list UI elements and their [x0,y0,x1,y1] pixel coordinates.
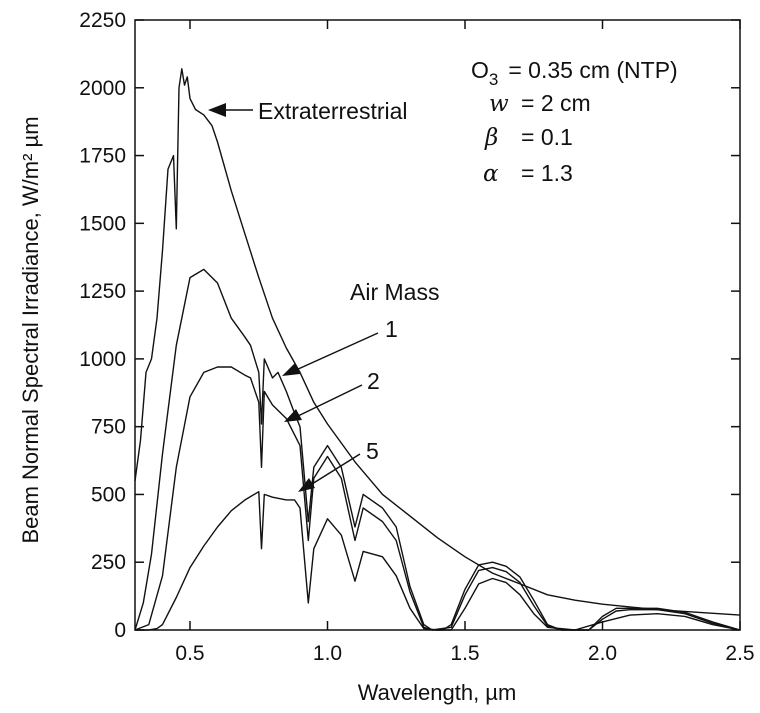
air-mass-2-arrow [297,384,363,417]
y-tick-label: 250 [91,551,126,574]
series-line-2 [134,268,741,631]
air-mass-2-label: 2 [367,368,380,394]
extraterrestrial-label: Extraterrestrial [258,98,408,124]
x-tick-label: 1.5 [450,642,479,665]
parameter-annotations: O3 = 0.35 cm (NTP) w = 2 cm β = 0.1 α = 1… [471,57,678,187]
air-mass-5-arrow [311,453,361,485]
air-mass-1-arrowhead [282,363,300,376]
y-tick-label: 1750 [79,145,126,168]
series-line-3 [134,366,741,631]
axes-layer [134,19,741,631]
x-tick-label: 2.0 [588,642,617,665]
y-tick-label: 0 [114,619,126,642]
air-mass-5-arrowhead [298,478,315,492]
x-tick-label: 1.0 [313,642,342,665]
air-mass-title: Air Mass [350,279,439,305]
x-tick-label: 0.5 [175,642,204,665]
y-axis-label: Beam Normal Spectral Irradiance, W/m² µm [18,116,43,543]
extraterrestrial-arrowhead [208,103,226,117]
y-tick-label: 2000 [79,77,126,100]
series-line-4 [135,491,741,631]
ticks-layer: 0.5 1.0 1.5 2.0 2.5 0 250 500 750 1000 1250 1500 175… [79,9,754,665]
ozone-subscript: 3 [489,70,498,89]
y-tick-label: 1000 [79,348,126,371]
w-symbol: w [489,91,509,117]
beta-value: = 0.1 [521,124,573,150]
y-tick-label: 500 [91,483,126,506]
series-line-1 [134,68,741,616]
y-tick-label: 1500 [79,212,126,235]
air-mass-1-label: 1 [385,316,398,342]
air-mass-1-arrow [295,332,379,371]
series-layer [134,68,741,631]
alpha-symbol: α [483,161,499,187]
x-tick-label: 2.5 [725,642,754,665]
ozone-annotation: O3 = 0.35 cm (NTP) [471,57,678,89]
w-value: = 2 cm [521,90,591,116]
x-axis-label: Wavelength, µm [358,680,517,705]
ozone-symbol: O [471,57,489,83]
ozone-value: = 0.35 cm (NTP) [508,57,677,83]
beta-symbol: β [484,125,498,151]
plot-frame [134,19,741,631]
y-tick-label: 2250 [79,9,126,32]
air-mass-5-label: 5 [366,438,379,464]
y-tick-label: 1250 [79,280,126,303]
series-labels: Extraterrestrial Air Mass 1 2 5 [208,98,439,492]
y-tick-label: 750 [91,416,126,439]
air-mass-2-arrowhead [284,409,302,422]
alpha-value: = 1.3 [521,160,573,186]
